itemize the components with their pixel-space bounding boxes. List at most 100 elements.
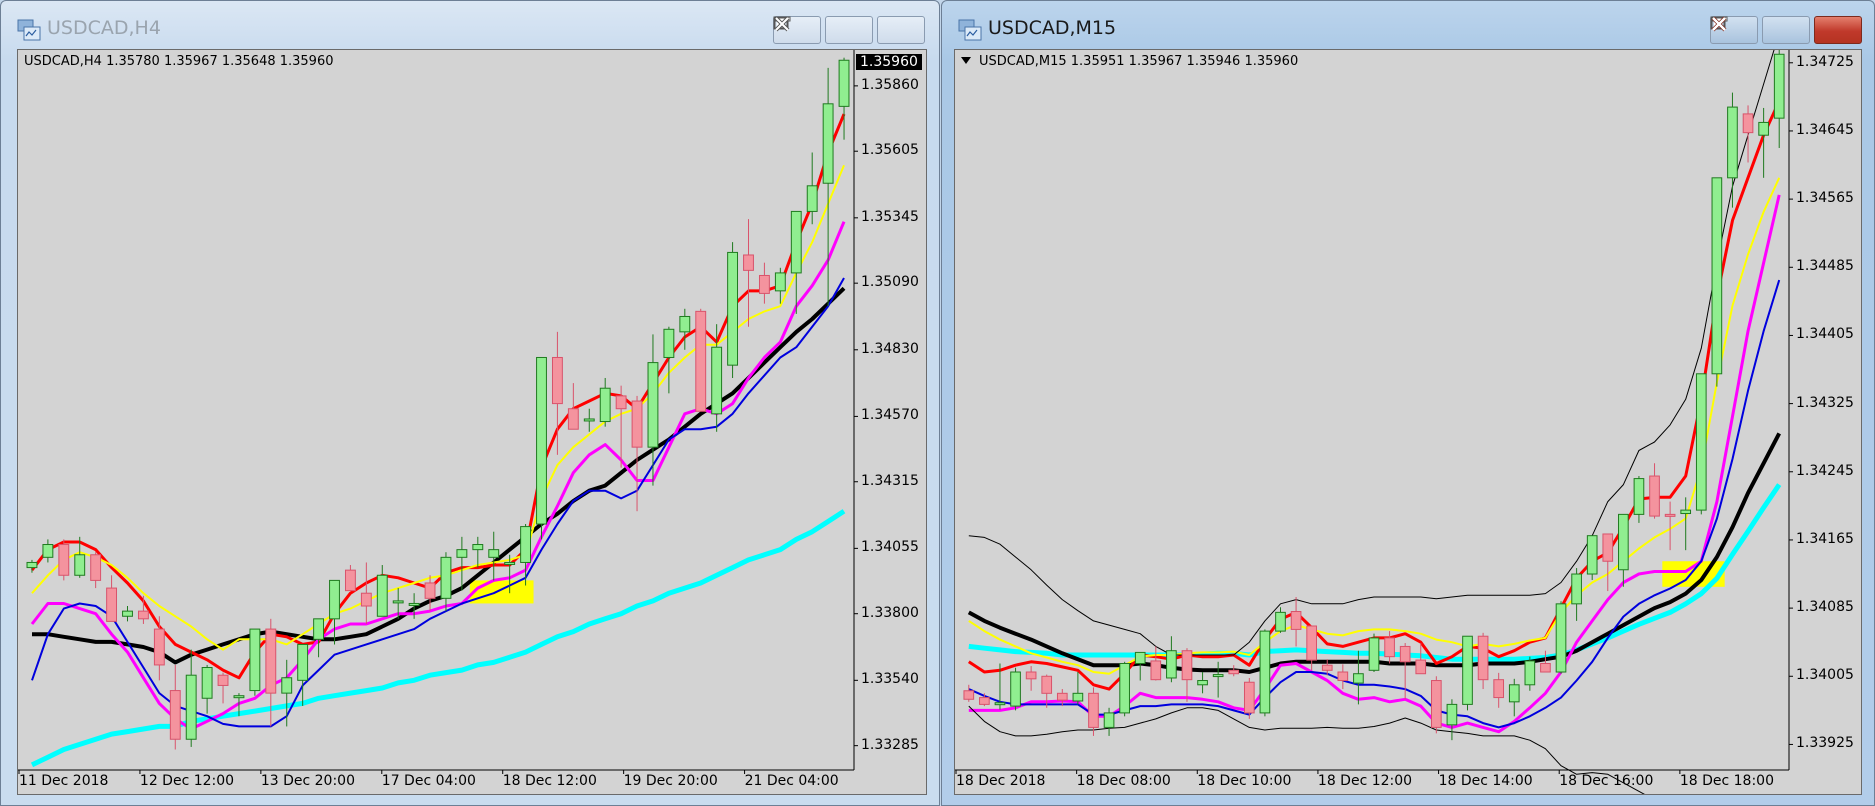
candle <box>376 574 388 617</box>
candle <box>1586 535 1598 575</box>
candle <box>1353 673 1364 684</box>
candle <box>217 674 229 686</box>
candle <box>1399 645 1411 663</box>
price-tick-label: 1.35605 <box>861 142 919 159</box>
time-tick-label: 18 Dec 12:00 <box>502 773 597 789</box>
title-bar-m15[interactable]: USDCAD,M15 <box>942 1 1874 49</box>
candle <box>201 667 213 699</box>
price-tick-label: 1.33800 <box>861 604 919 621</box>
candle <box>440 556 452 599</box>
candle <box>249 628 261 692</box>
chart-area-h4[interactable]: USDCAD,H4 1.35780 1.35967 1.35648 1.3596… <box>17 49 927 795</box>
candle <box>1088 692 1099 728</box>
close-icon <box>1711 16 1727 32</box>
time-tick-label: 18 Dec 12:00 <box>1317 773 1413 789</box>
candle <box>153 628 165 666</box>
price-chart-m15[interactable] <box>955 50 1861 794</box>
indicator-line <box>968 50 1775 656</box>
chart-window-icon <box>17 19 41 41</box>
close-button[interactable] <box>774 16 925 44</box>
candle <box>1056 692 1068 701</box>
candle <box>1134 651 1146 664</box>
candle <box>1555 603 1567 673</box>
chart-area-m15[interactable]: USDCAD,M15 1.35951 1.35967 1.35946 1.359… <box>954 49 1862 795</box>
candle <box>281 677 293 694</box>
candle <box>1477 635 1489 681</box>
candle <box>1259 630 1271 714</box>
candle <box>1243 681 1255 714</box>
time-tick-label: 18 Dec 10:00 <box>1197 773 1292 789</box>
candle <box>185 674 197 740</box>
candle <box>1431 680 1442 728</box>
window-title: USDCAD,H4 <box>47 17 161 39</box>
candle <box>1727 106 1738 179</box>
indicator-line <box>967 100 1781 691</box>
candle <box>1150 660 1162 681</box>
price-chart-h4[interactable] <box>18 50 926 794</box>
candle <box>58 544 70 576</box>
time-tick-label: 18 Dec 14:00 <box>1438 773 1533 789</box>
time-tick-label: 12 Dec 12:00 <box>139 773 235 789</box>
candle <box>631 400 643 448</box>
candle <box>1695 373 1707 511</box>
candle <box>504 561 516 565</box>
candle <box>647 362 659 448</box>
candle <box>1275 611 1286 632</box>
time-tick-label: 21 Dec 04:00 <box>744 773 839 789</box>
candle <box>695 310 707 412</box>
price-tick-label: 1.33540 <box>861 671 919 688</box>
candle <box>1524 660 1536 686</box>
time-tick-label: 18 Dec 08:00 <box>1076 773 1171 789</box>
price-tick-label: 1.35345 <box>861 208 919 225</box>
candle <box>536 356 547 525</box>
candle <box>1446 703 1458 726</box>
candle <box>344 569 356 592</box>
candle <box>1212 674 1224 678</box>
chart-window-h4[interactable]: USDCAD,H4 USDCAD,H4 1.35780 1.35967 1.35… <box>0 0 940 806</box>
candle <box>1010 671 1021 707</box>
candle <box>1680 509 1692 515</box>
candle <box>1742 113 1754 134</box>
candle <box>838 59 850 107</box>
ohlc-label: USDCAD,M15 1.35951 1.35967 1.35946 1.359… <box>961 54 1298 69</box>
time-tick-label: 11 Dec 2018 <box>19 773 109 789</box>
candle <box>1025 671 1037 680</box>
candle <box>137 610 149 620</box>
candle <box>42 544 54 558</box>
time-tick-label: 18 Dec 16:00 <box>1559 773 1654 789</box>
candle <box>994 702 1006 706</box>
candle <box>1197 680 1208 686</box>
candle <box>583 418 595 422</box>
candle <box>1306 625 1317 661</box>
current-price-tag: 1.35960 <box>856 54 922 71</box>
candle <box>1041 675 1053 694</box>
close-button[interactable] <box>1711 16 1862 44</box>
collapse-triangle-icon[interactable] <box>961 57 971 64</box>
candle <box>822 103 834 184</box>
time-tick-label: 19 Dec 20:00 <box>623 773 718 789</box>
candle <box>488 549 500 558</box>
indicator-line <box>31 277 845 728</box>
candle <box>1493 679 1505 699</box>
minimize-button[interactable] <box>773 16 821 44</box>
price-tick-label: 1.34315 <box>861 472 919 489</box>
candle <box>963 690 975 700</box>
indicator-line <box>30 221 846 731</box>
candle <box>1758 121 1769 136</box>
maximize-button[interactable] <box>1710 16 1810 44</box>
candle <box>727 251 739 366</box>
candle <box>360 592 372 607</box>
candle <box>1773 53 1785 119</box>
price-tick-label: 1.34245 <box>1796 462 1854 479</box>
candle <box>1618 513 1629 571</box>
candle <box>758 274 770 294</box>
chart-window-m15[interactable]: USDCAD,M15 USDCAD,M15 1.35951 1.35967 1.… <box>941 0 1875 806</box>
title-bar-h4[interactable]: USDCAD,H4 <box>1 1 939 49</box>
price-tick-label: 1.34725 <box>1796 53 1854 70</box>
price-tick-label: 1.34005 <box>1796 667 1854 684</box>
maximize-button[interactable] <box>773 16 873 44</box>
price-tick-label: 1.34565 <box>1796 190 1854 207</box>
highlight-rectangle <box>469 580 534 604</box>
candle <box>615 395 627 410</box>
price-tick-label: 1.34485 <box>1796 258 1854 275</box>
